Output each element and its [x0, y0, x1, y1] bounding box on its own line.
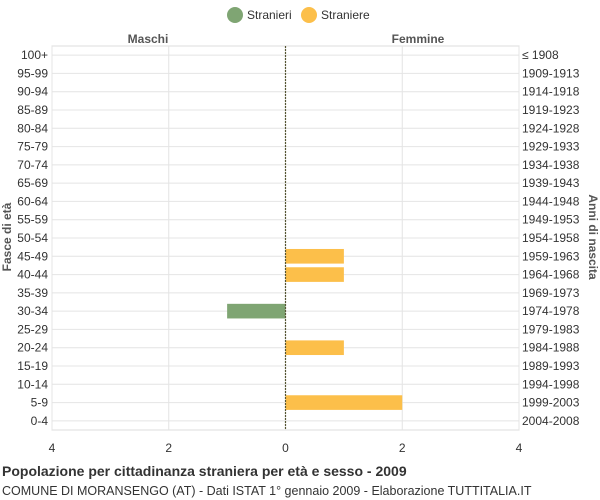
birth-year-label: 2004-2008 — [522, 414, 580, 428]
side-label-left: Maschi — [128, 32, 169, 46]
x-axis-ticks: 4 2 0 2 4 — [49, 441, 523, 455]
birth-year-label: 1914-1918 — [522, 85, 580, 99]
age-group-label: 90-94 — [17, 85, 48, 99]
birth-year-label: 1949-1953 — [522, 213, 580, 227]
legend-swatch-stranieri — [227, 7, 243, 23]
x-tick-label: 4 — [516, 441, 523, 455]
age-group-label: 100+ — [21, 48, 48, 62]
birth-year-labels: ≤ 1908 1909-1913 1914-1918 1919-1923 1924-19… — [522, 48, 580, 428]
age-group-label: 40-44 — [17, 268, 48, 282]
age-group-label: 35-39 — [17, 286, 48, 300]
age-group-label: 20-24 — [17, 341, 48, 355]
age-group-label: 65-69 — [17, 176, 48, 190]
legend-swatch-straniere — [301, 7, 317, 23]
bars — [227, 46, 403, 430]
birth-year-label: 1919-1923 — [522, 103, 580, 117]
birth-year-label: ≤ 1908 — [522, 48, 559, 62]
age-group-labels: 100+ 95-99 90-94 85-89 80-84 75-79 70-74 65-69 6… — [17, 48, 48, 428]
age-group-label: 0-4 — [31, 414, 49, 428]
birth-year-label: 1999-2003 — [522, 396, 580, 410]
x-tick-label: 4 — [49, 441, 56, 455]
birth-year-label: 1909-1913 — [522, 66, 580, 80]
age-group-label: 30-34 — [17, 304, 48, 318]
birth-year-label: 1959-1963 — [522, 249, 580, 263]
y-axis-title-left: Fasce di età — [0, 202, 14, 271]
birth-year-label: 1934-1938 — [522, 158, 580, 172]
age-group-label: 60-64 — [17, 194, 48, 208]
population-pyramid-chart: Stranieri Straniere Maschi Femmine 100+ 9… — [0, 7, 600, 455]
birth-year-label: 1979-1983 — [522, 322, 580, 336]
birth-year-label: 1964-1968 — [522, 268, 580, 282]
y-axis-title-right: Anni di nascita — [586, 194, 600, 280]
birth-year-label: 1969-1973 — [522, 286, 580, 300]
age-group-label: 95-99 — [17, 66, 48, 80]
age-group-label: 25-29 — [17, 322, 48, 336]
birth-year-label: 1994-1998 — [522, 377, 580, 391]
legend-label-straniere: Straniere — [321, 8, 370, 22]
bar-straniere-45-49 — [285, 248, 344, 264]
chart-subtitle: COMUNE DI MORANSENGO (AT) - Dati ISTAT 1… — [2, 484, 532, 498]
bar-straniere-20-24 — [285, 340, 344, 356]
x-tick-label: 2 — [399, 441, 406, 455]
age-group-label: 80-84 — [17, 121, 48, 135]
birth-year-label: 1954-1958 — [522, 231, 580, 245]
birth-year-label: 1929-1933 — [522, 140, 580, 154]
birth-year-label: 1944-1948 — [522, 194, 580, 208]
bar-stranieri-30-34 — [227, 303, 286, 319]
age-group-label: 70-74 — [17, 158, 48, 172]
birth-year-label: 1939-1943 — [522, 176, 580, 190]
age-group-label: 45-49 — [17, 249, 48, 263]
birth-year-label: 1974-1978 — [522, 304, 580, 318]
x-tick-label: 0 — [282, 441, 289, 455]
age-group-label: 55-59 — [17, 213, 48, 227]
birth-year-label: 1924-1928 — [522, 121, 580, 135]
legend: Stranieri Straniere — [227, 7, 370, 23]
age-group-label: 85-89 — [17, 103, 48, 117]
chart-title: Popolazione per cittadinanza straniera p… — [2, 463, 407, 479]
birth-year-label: 1984-1988 — [522, 341, 580, 355]
x-tick-label: 2 — [165, 441, 172, 455]
age-group-label: 5-9 — [31, 396, 49, 410]
age-group-label: 50-54 — [17, 231, 48, 245]
bar-straniere-5-9 — [285, 395, 403, 410]
birth-year-label: 1989-1993 — [522, 359, 580, 373]
side-label-right: Femmine — [392, 32, 445, 46]
bar-straniere-40-44 — [285, 267, 344, 282]
legend-label-stranieri: Stranieri — [247, 8, 292, 22]
age-group-label: 75-79 — [17, 140, 48, 154]
age-group-label: 15-19 — [17, 359, 48, 373]
age-group-label: 10-14 — [17, 377, 48, 391]
